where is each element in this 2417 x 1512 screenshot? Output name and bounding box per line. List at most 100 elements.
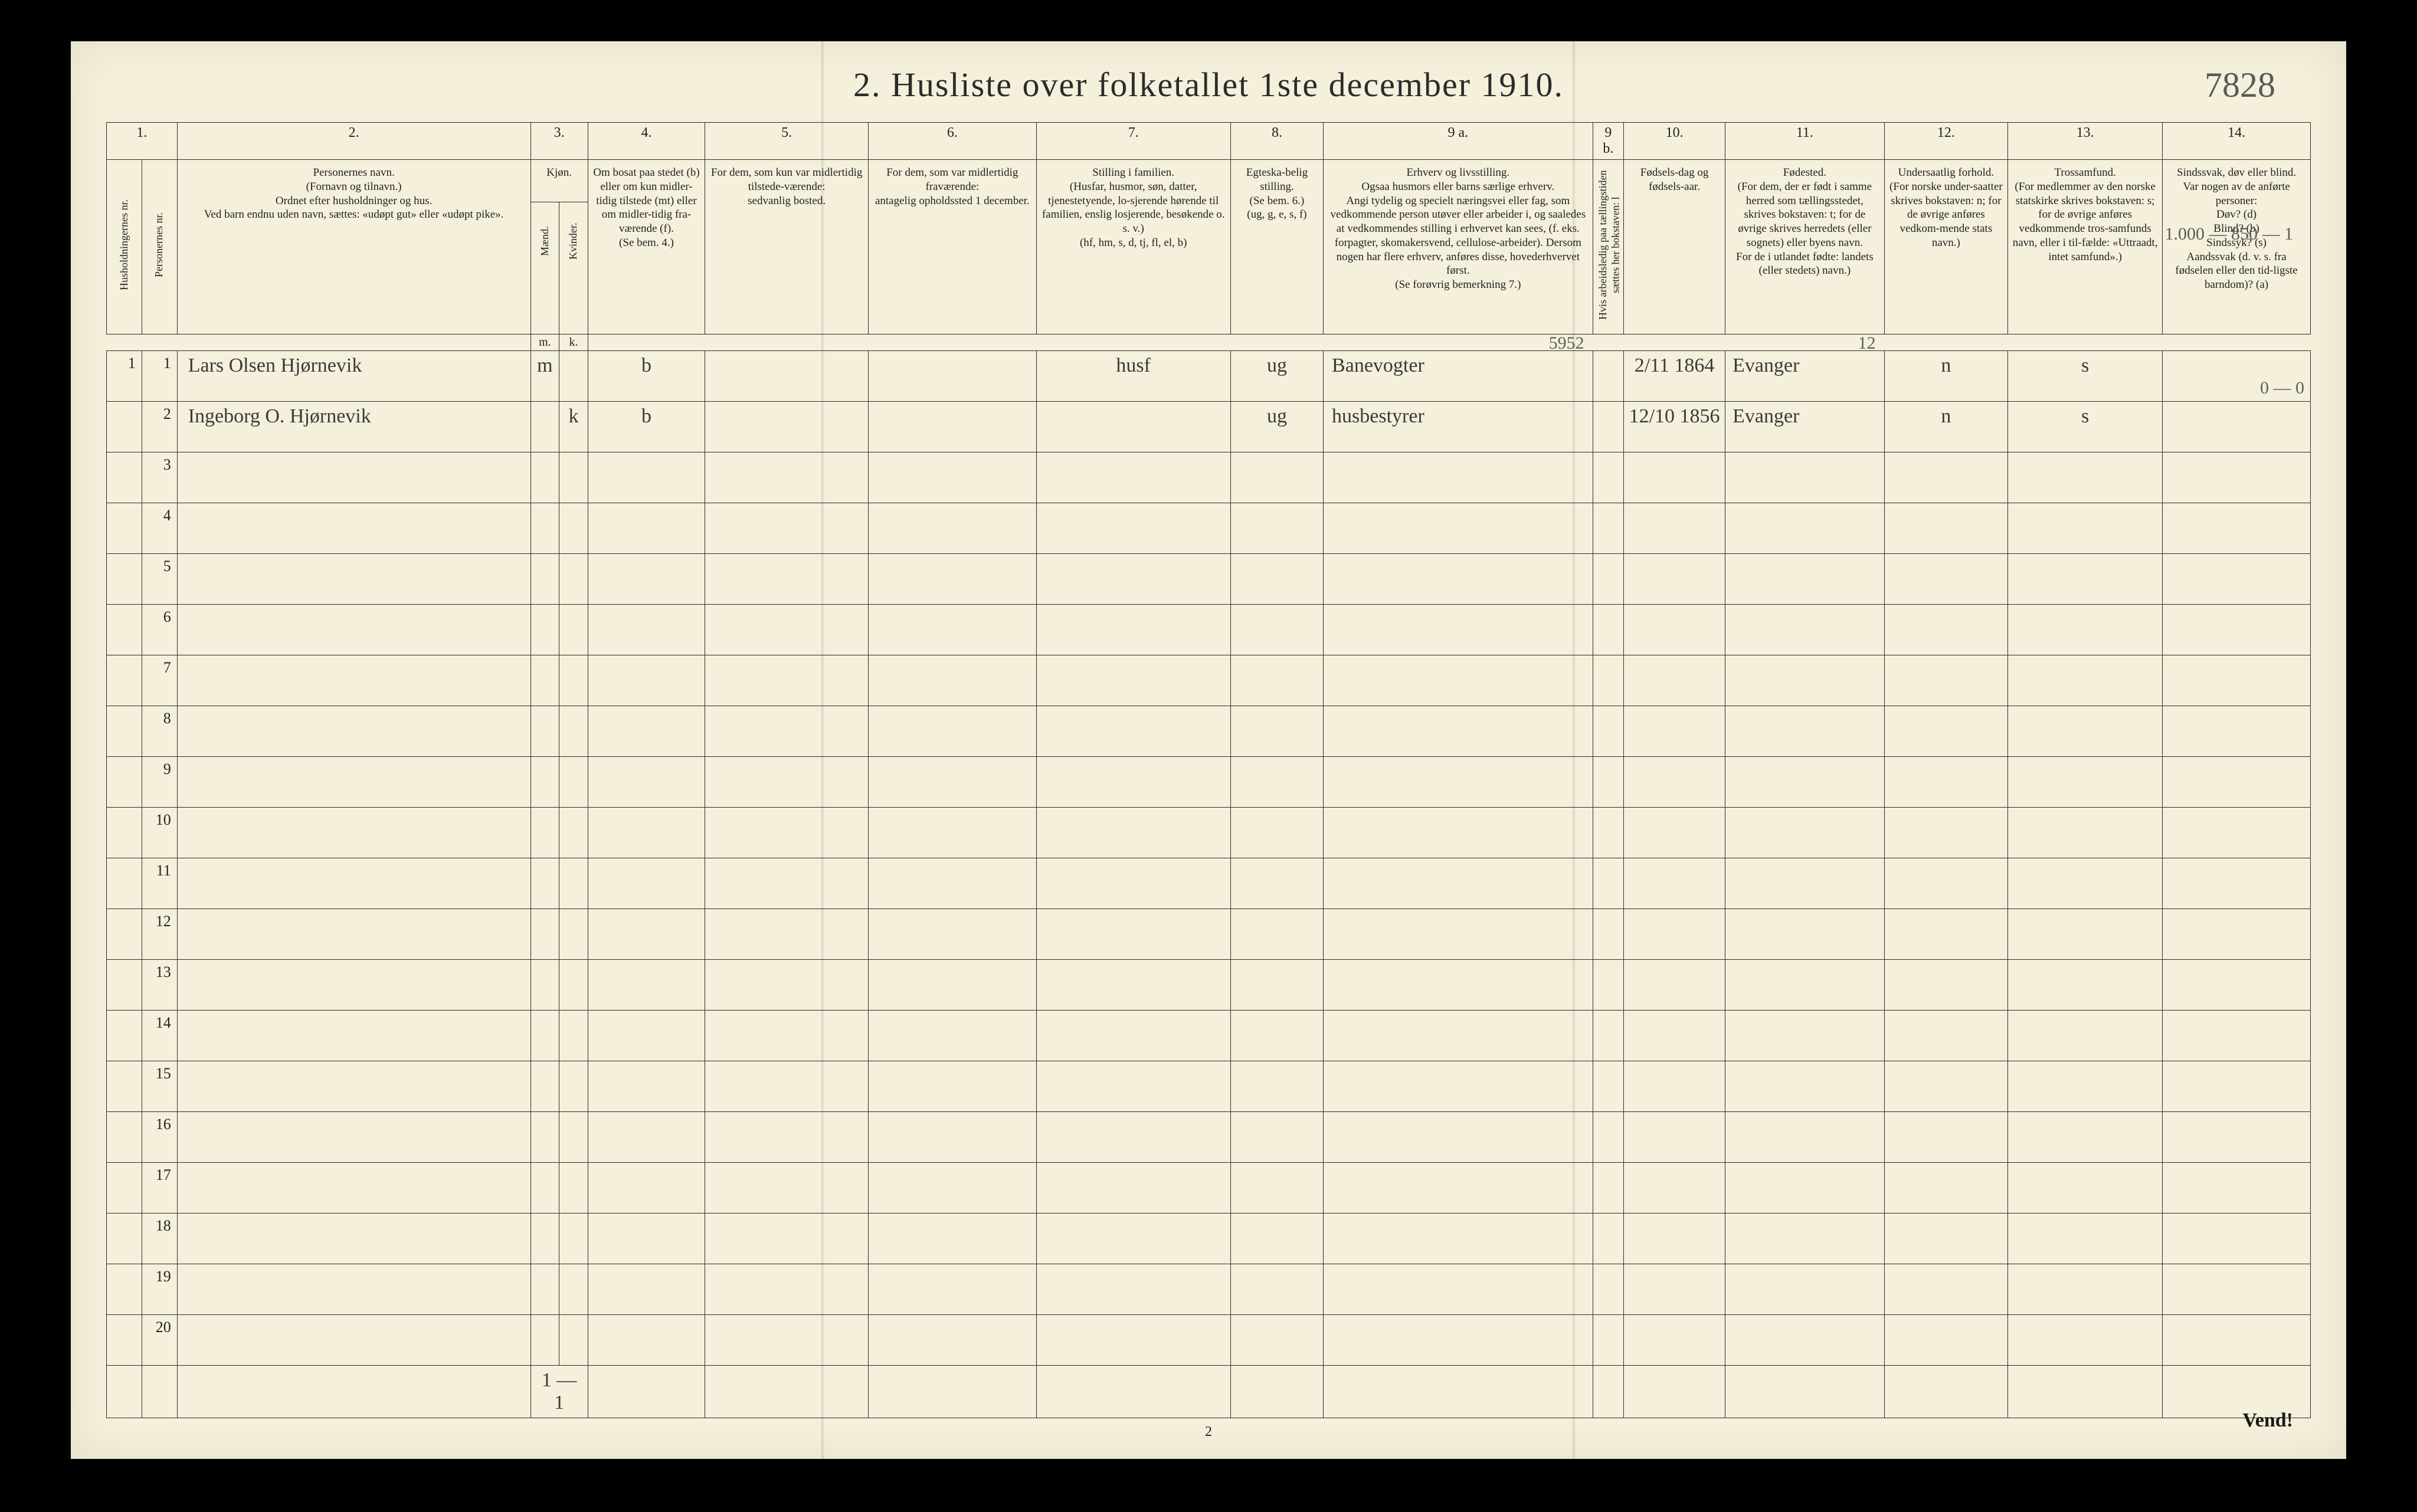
interline-note-birthplace: 12 bbox=[1858, 333, 1876, 353]
cell-occupation bbox=[1324, 858, 1593, 908]
cell-person-no: 16 bbox=[142, 1111, 177, 1162]
cell-disability bbox=[2163, 1111, 2311, 1162]
cell-disability bbox=[2163, 908, 2311, 959]
cell-household-no bbox=[107, 858, 142, 908]
cell-marital bbox=[1230, 1061, 1323, 1111]
cell-person-no: 19 bbox=[142, 1264, 177, 1314]
cell-marital: ug bbox=[1230, 350, 1323, 401]
cell-household-no bbox=[107, 1162, 142, 1213]
colnum-13: 13. bbox=[2008, 123, 2163, 160]
cell-temp-present bbox=[705, 1010, 869, 1061]
cell-sex-k bbox=[559, 1264, 588, 1314]
tally-cell bbox=[1036, 1365, 1230, 1418]
cell-sex-k bbox=[559, 908, 588, 959]
cell-religion bbox=[2008, 553, 2163, 604]
cell-birthdate bbox=[1624, 452, 1725, 503]
tally-row: 1 — 1 bbox=[107, 1365, 2311, 1418]
cell-household-no bbox=[107, 401, 142, 452]
cell-temp-absent bbox=[869, 959, 1036, 1010]
cell-family-position bbox=[1036, 452, 1230, 503]
col-3-label: Kjøn. bbox=[546, 166, 572, 179]
cell-disability bbox=[2163, 452, 2311, 503]
cell-family-position bbox=[1036, 1213, 1230, 1264]
cell-disability bbox=[2163, 1061, 2311, 1111]
cell-person-no: 17 bbox=[142, 1162, 177, 1213]
cell-temp-absent bbox=[869, 1162, 1036, 1213]
cell-religion: s bbox=[2008, 401, 2163, 452]
colnum-8: 8. bbox=[1230, 123, 1323, 160]
table-row: 10 bbox=[107, 807, 2311, 858]
tally-cell: 1 — 1 bbox=[530, 1365, 588, 1418]
cell-occupation bbox=[1324, 807, 1593, 858]
cell-sex-m bbox=[530, 706, 559, 756]
cell-residence bbox=[588, 503, 705, 553]
cell-unemployed bbox=[1593, 1314, 1623, 1365]
cell-birthdate bbox=[1624, 1264, 1725, 1314]
cell-occupation bbox=[1324, 706, 1593, 756]
cell-temp-present bbox=[705, 401, 869, 452]
cell-sex-m bbox=[530, 1162, 559, 1213]
cell-household-no bbox=[107, 959, 142, 1010]
cell-marital bbox=[1230, 908, 1323, 959]
cell-sex-m bbox=[530, 959, 559, 1010]
page-title: 2. Husliste over folketallet 1ste decemb… bbox=[853, 65, 1564, 104]
cell-birthplace bbox=[1725, 503, 1884, 553]
cell-marital bbox=[1230, 655, 1323, 706]
cell-unemployed bbox=[1593, 1162, 1623, 1213]
cell-birthplace bbox=[1725, 908, 1884, 959]
cell-sex-m: m bbox=[530, 350, 559, 401]
cell-household-no bbox=[107, 604, 142, 655]
table-row: 6 bbox=[107, 604, 2311, 655]
cell-occupation: husbestyrer bbox=[1324, 401, 1593, 452]
cell-residence bbox=[588, 858, 705, 908]
interline-note-occupation: 5952 bbox=[1549, 333, 1584, 353]
cell-person-no: 11 bbox=[142, 858, 177, 908]
cell-person-no: 13 bbox=[142, 959, 177, 1010]
col-5-label: For dem, som kun var midlertidig tilsted… bbox=[711, 166, 862, 207]
cell-temp-present bbox=[705, 1111, 869, 1162]
cell-marital: ug bbox=[1230, 401, 1323, 452]
cell-disability bbox=[2163, 1213, 2311, 1264]
cell-occupation bbox=[1324, 1010, 1593, 1061]
cell-birthplace bbox=[1725, 756, 1884, 807]
col-3-sex: Kjøn. bbox=[530, 160, 588, 202]
cell-marital bbox=[1230, 604, 1323, 655]
cell-nationality bbox=[1884, 1264, 2008, 1314]
cell-disability bbox=[2163, 1264, 2311, 1314]
cell-birthdate bbox=[1624, 503, 1725, 553]
cell-birthdate bbox=[1624, 1162, 1725, 1213]
cell-name bbox=[177, 807, 530, 858]
cell-temp-present bbox=[705, 858, 869, 908]
cell-residence bbox=[588, 706, 705, 756]
cell-household-no: 1 bbox=[107, 350, 142, 401]
cell-sex-m bbox=[530, 1213, 559, 1264]
column-label-row: Husholdningernes nr. Personernes nr. Per… bbox=[107, 160, 2311, 202]
col-9a-occupation: Erhverv og livsstilling.Ogsaa husmors el… bbox=[1324, 160, 1593, 334]
cell-household-no bbox=[107, 807, 142, 858]
colnum-10: 10. bbox=[1624, 123, 1725, 160]
cell-birthplace bbox=[1725, 858, 1884, 908]
cell-sex-k bbox=[559, 1010, 588, 1061]
cell-household-no bbox=[107, 1264, 142, 1314]
cell-residence bbox=[588, 553, 705, 604]
cell-sex-k bbox=[559, 350, 588, 401]
col-11-birthplace: Fødested.(For dem, der er født i samme h… bbox=[1725, 160, 1884, 334]
cell-nationality bbox=[1884, 1162, 2008, 1213]
cell-household-no bbox=[107, 553, 142, 604]
cell-unemployed bbox=[1593, 604, 1623, 655]
cell-birthplace bbox=[1725, 553, 1884, 604]
cell-sex-k bbox=[559, 655, 588, 706]
cell-family-position bbox=[1036, 807, 1230, 858]
colnum-7: 7. bbox=[1036, 123, 1230, 160]
cell-residence bbox=[588, 1061, 705, 1111]
col-1b-label: Personernes nr. bbox=[153, 166, 166, 324]
census-table: 1. 2. 3. 4. 5. 6. 7. 8. 9 a. 9 b. 10. 11… bbox=[106, 122, 2311, 1418]
cell-birthdate: 12/10 1856 bbox=[1624, 401, 1725, 452]
cell-religion bbox=[2008, 1061, 2163, 1111]
cell-family-position bbox=[1036, 553, 1230, 604]
cell-occupation bbox=[1324, 503, 1593, 553]
tally-cell bbox=[2008, 1365, 2163, 1418]
cell-occupation bbox=[1324, 908, 1593, 959]
colnum-3: 3. bbox=[530, 123, 588, 160]
cell-household-no bbox=[107, 1010, 142, 1061]
